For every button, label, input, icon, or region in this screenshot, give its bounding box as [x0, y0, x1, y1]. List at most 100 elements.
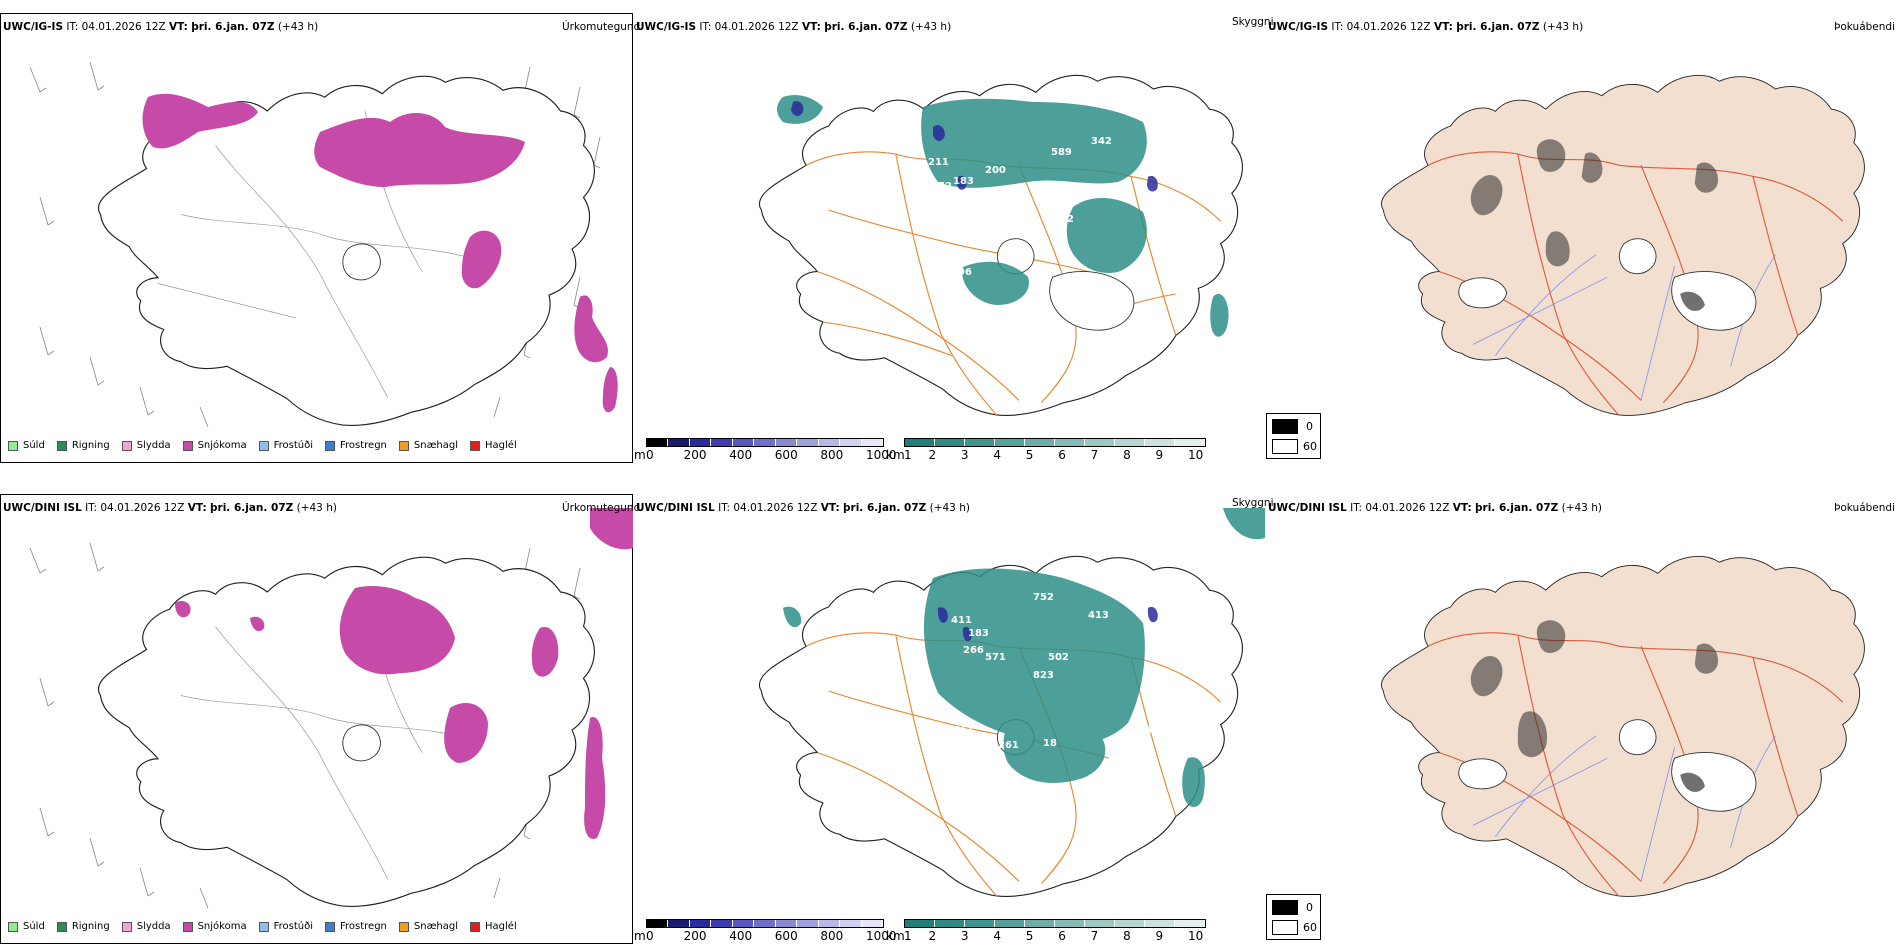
legend-swatch [470, 921, 481, 932]
rivers [1472, 254, 1776, 401]
header-fog-row1: UWC/IG-IS IT: 04.01.2026 12Z VT: þri. 6.… [1268, 21, 1584, 33]
precip-panel-row1: Súld Rigning Slydda Snjókoma Frostúði Frostre… [0, 13, 633, 463]
legend-swatch [325, 921, 335, 932]
fog-shading [1470, 620, 1719, 758]
map-value-label: 261 [998, 740, 1019, 751]
colorbar-tick-label: 4 [993, 929, 1001, 943]
legend-label: Haglél [485, 440, 517, 451]
title-fog-row1: Þokuábendi [1834, 21, 1895, 33]
colorbar-cell [1145, 920, 1175, 927]
snow-areas [142, 93, 618, 413]
precip-legend-row2: Súld Rigning Slydda Snjókoma Frostúði Frostre… [8, 921, 529, 932]
header-precip-row2: UWC/DINI ISL IT: 04.01.2026 12Z VT: þri.… [3, 502, 337, 514]
colorbar-tick-label: 2 [928, 448, 937, 462]
fog-legend-low-swatch [1272, 920, 1298, 935]
legend-label: Snjókoma [197, 921, 247, 932]
colorbar-cell [1115, 439, 1145, 446]
colorbar-cell [1085, 439, 1115, 446]
fog-panel-row1 [1265, 13, 1900, 463]
colorbar-tick-label: 1000 [866, 448, 897, 462]
visibility-colorbar-row2: km 1 2 3 4 5 6 7 8 9 10 [886, 919, 1206, 949]
legend-item: Súld [8, 440, 45, 451]
colorbar-cell [689, 439, 712, 446]
colorbar-cell [861, 439, 883, 446]
colorbar-tick-label: 5 [1025, 929, 1034, 943]
colorbar-strip [904, 438, 1206, 447]
legend-item: Slydda [121, 440, 171, 451]
snow-areas [175, 508, 633, 839]
colorbar-cell [1145, 439, 1175, 446]
fog-panel-row2 [1265, 494, 1900, 944]
legend-swatch [8, 921, 18, 932]
legend-swatch [258, 921, 269, 932]
map-value-label: 491 [1108, 740, 1129, 751]
colorbar-cell [1085, 920, 1115, 927]
colorbar-tick-label: 2 [928, 929, 937, 943]
fog-legend-low-label: 60 [1303, 440, 1317, 453]
map-value-label: 296 [951, 267, 972, 278]
visibility-map: 800 385 230 211 183 200 72 528 333 589 342 127 632 29… [758, 74, 1243, 417]
map-value-label: 823 [1033, 670, 1054, 681]
fog-legend-high-swatch [1272, 900, 1298, 915]
map-value-label: 18 [1043, 738, 1057, 749]
colorbar-tick-label: 800 [820, 929, 844, 943]
precip-map [29, 508, 633, 909]
fog-map [1380, 555, 1865, 898]
precip-frame [0, 494, 633, 944]
legend-swatch [121, 440, 132, 451]
legend-label: Slydda [136, 440, 171, 451]
map-value-label: 528 [978, 194, 999, 205]
colorbar-tick-label: 0 [646, 929, 654, 943]
legend-item: Haglél [470, 440, 517, 451]
colorbar-cell [965, 439, 995, 446]
map-value-label: 200 [985, 165, 1006, 176]
colorbar-cell [1055, 920, 1085, 927]
fog-roads [1427, 632, 1843, 897]
colorbar-cell [797, 920, 819, 927]
legend-swatch [8, 440, 18, 451]
colorbar-unit: m [634, 929, 646, 943]
header-fog-row2: UWC/DINI ISL IT: 04.01.2026 12Z VT: þri.… [1268, 502, 1602, 514]
colorbar-unit: km [886, 448, 905, 462]
colorbar-tick-label: 3 [960, 929, 969, 943]
colorbar-cell [668, 439, 690, 446]
colorbar-tick-label: 6 [1058, 929, 1066, 943]
colorbar-tick-label: 8 [1123, 929, 1131, 943]
legend-item: Frostúði [258, 921, 313, 932]
legend-label: Frostregn [340, 921, 387, 932]
map-value-label: 286 [1193, 645, 1214, 656]
visibility-panel-row1: 800 385 230 211 183 200 72 528 333 589 342 127 632 29… [633, 13, 1265, 463]
colorbar-cell [732, 920, 755, 927]
map-value-label: 632 [1053, 214, 1074, 225]
colorbar-tick-label: 10 [1188, 929, 1204, 943]
colorbar-tick-label: 1000 [866, 929, 897, 943]
map-value-label: 589 [1051, 147, 1072, 158]
colorbar-tick-label: 600 [774, 929, 798, 943]
precip-map [29, 61, 618, 428]
model-name: UWC/IG-IS [3, 21, 64, 33]
legend-label: Rigning [71, 921, 110, 932]
colorbar-tick-label: 600 [774, 448, 798, 462]
ceiling-colorbar-row2: m 0 200 400 600 800 1000 [634, 919, 897, 949]
legend-label: Frostúði [273, 921, 313, 932]
legend-swatch [470, 440, 481, 451]
colorbar-cell [840, 920, 862, 927]
colorbar-cell [1055, 439, 1085, 446]
colorbar-tick-label: 9 [1155, 929, 1164, 943]
colorbar-cell [1175, 439, 1205, 446]
colorbar-tick-label: 3 [960, 448, 969, 462]
fog-map [1380, 74, 1865, 417]
low-ceiling-areas [937, 606, 1158, 642]
title-visibility-row2: Skyggni [1232, 497, 1274, 509]
header-visibility-row2: UWC/DINI ISL IT: 04.01.2026 12Z VT: þri.… [636, 502, 970, 514]
colorbar-cell [711, 439, 733, 446]
colorbar-tick-label: 4 [993, 448, 1001, 462]
colorbar-tick-label: 5 [1025, 448, 1034, 462]
colorbar-cell [995, 920, 1025, 927]
legend-item: Frostregn [325, 921, 387, 932]
colorbar-tick-label: 1 [904, 929, 912, 943]
legend-label: Haglél [485, 921, 517, 932]
legend-item: Snjókoma [182, 921, 247, 932]
map-value-label: 72 [938, 181, 952, 192]
